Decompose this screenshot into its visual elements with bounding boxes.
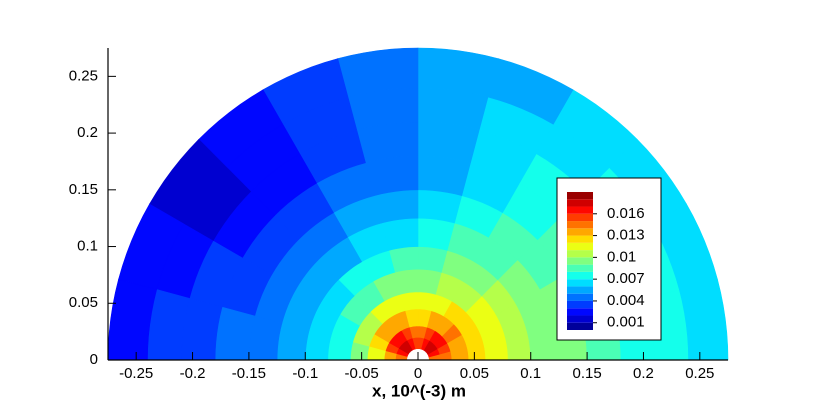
colorbar-band xyxy=(567,286,593,294)
y-tick-label: 0.25 xyxy=(69,67,98,84)
colorbar-band xyxy=(567,199,593,207)
colorbar-band xyxy=(567,322,593,330)
colorbar-band xyxy=(567,271,593,280)
colorbar-label: 0.001 xyxy=(607,314,645,331)
contour-cell xyxy=(417,155,471,196)
x-tick-label: -0.15 xyxy=(232,365,266,382)
colorbar-band xyxy=(567,235,593,243)
colorbar-band xyxy=(567,206,593,214)
x-tick-label: 0.15 xyxy=(572,365,601,382)
contour-cell xyxy=(365,155,419,196)
x-tick-label: 0.2 xyxy=(633,365,654,382)
colorbar-band xyxy=(567,257,593,265)
y-tick-label: 0.15 xyxy=(69,181,98,198)
y-tick-label: 0.05 xyxy=(69,294,98,311)
colorbar-band xyxy=(567,308,593,316)
colorbar-band xyxy=(567,300,593,309)
colorbar-band xyxy=(567,293,593,301)
x-tick-label: -0.2 xyxy=(180,365,206,382)
colorbar-band xyxy=(567,315,593,323)
colorbar-band xyxy=(567,221,593,229)
colorbar-label: 0.013 xyxy=(607,227,645,244)
colorbar-band xyxy=(567,242,593,251)
contour-cell xyxy=(248,315,283,361)
colorbar-band xyxy=(567,279,593,287)
colorbar-label: 0.016 xyxy=(607,205,645,222)
colorbar-label: 0.01 xyxy=(607,248,636,265)
y-tick-label: 0.2 xyxy=(77,124,98,141)
colorbar-band xyxy=(567,250,593,258)
contour-cell xyxy=(373,189,419,224)
x-tick-label: -0.25 xyxy=(119,365,153,382)
x-tick-label: 0.1 xyxy=(520,365,541,382)
x-tick-label: 0 xyxy=(414,365,422,382)
colorbar-label: 0.007 xyxy=(607,270,645,287)
colorbar-band xyxy=(567,228,593,236)
colorbar-band xyxy=(567,264,593,272)
x-tick-label: -0.05 xyxy=(345,365,379,382)
x-tick-label: 0.05 xyxy=(460,365,489,382)
y-tick-label: 0 xyxy=(90,351,98,368)
colorbar-band xyxy=(567,213,593,222)
x-axis-label: x, 10^(-3) m xyxy=(372,381,466,400)
x-tick-label: 0.25 xyxy=(685,365,714,382)
x-tick-label: -0.1 xyxy=(292,365,318,382)
contour-cell xyxy=(417,189,463,224)
y-tick-label: 0.1 xyxy=(77,238,98,255)
colorbar-band xyxy=(567,192,593,200)
colorbar-label: 0.004 xyxy=(607,292,645,309)
